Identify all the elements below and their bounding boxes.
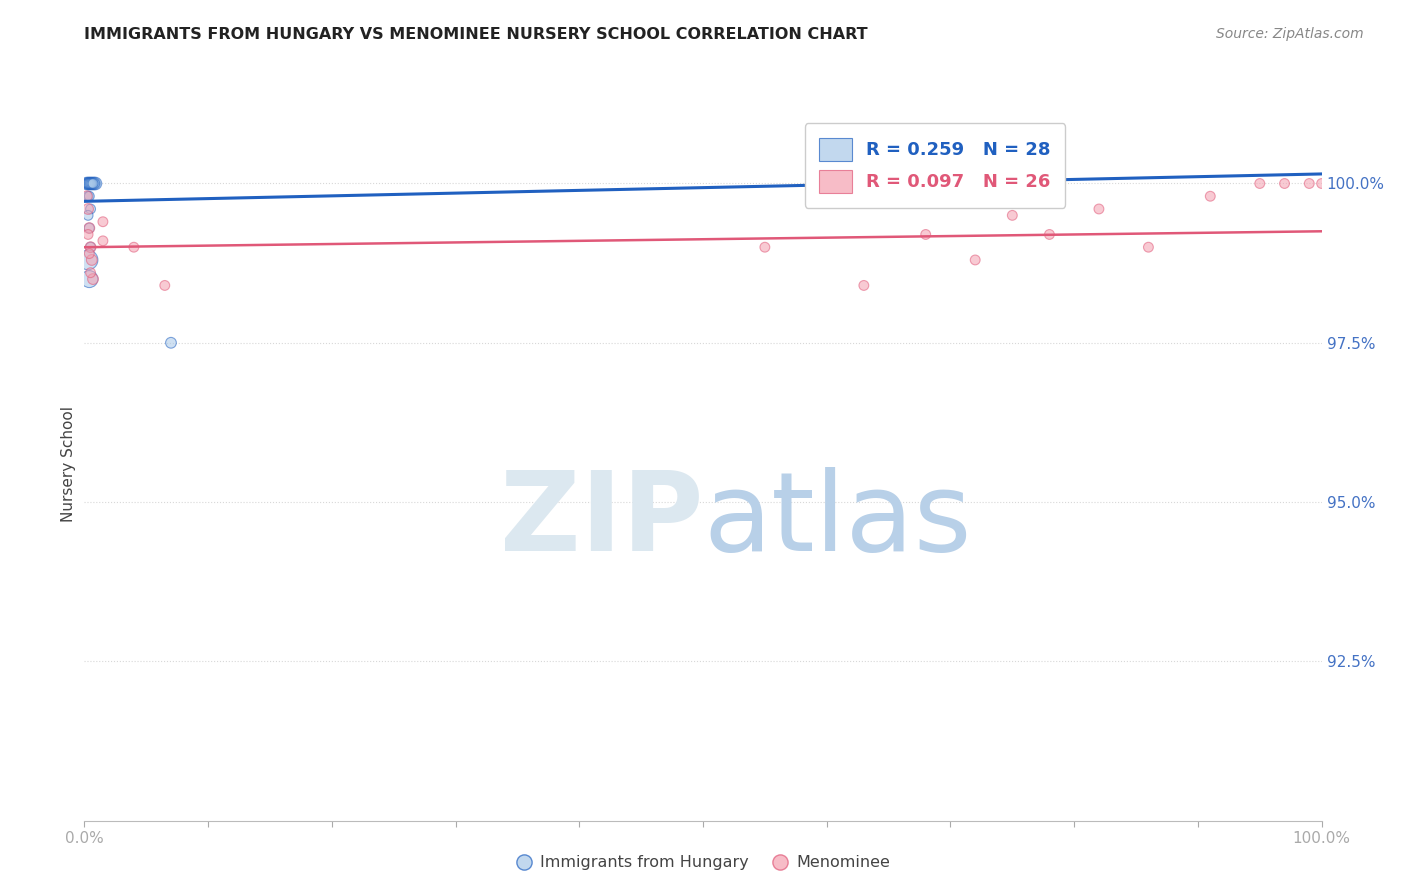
Point	[77, 227, 100, 242]
Point	[79, 246, 101, 260]
Point	[80, 177, 103, 191]
Point	[84, 177, 107, 191]
Point	[77, 189, 100, 203]
Point	[76, 189, 98, 203]
Point	[79, 177, 101, 191]
Point	[122, 240, 145, 254]
Point	[914, 227, 936, 242]
Point	[76, 177, 98, 191]
Point	[83, 177, 105, 191]
Point	[82, 272, 104, 286]
Point	[153, 278, 176, 293]
Point	[77, 177, 100, 191]
Point	[79, 221, 101, 235]
Point	[754, 240, 776, 254]
Point	[79, 177, 101, 191]
Point	[77, 252, 100, 267]
Point	[79, 177, 101, 191]
Point	[965, 252, 987, 267]
Point	[852, 278, 875, 293]
Point	[91, 234, 114, 248]
Point	[79, 177, 101, 191]
Point	[79, 177, 101, 191]
Text: atlas: atlas	[703, 467, 972, 574]
Point	[79, 189, 101, 203]
Point	[1088, 202, 1111, 216]
Point	[82, 177, 104, 191]
Point	[79, 240, 101, 254]
Point	[80, 177, 103, 191]
Point	[82, 177, 104, 191]
Point	[79, 272, 101, 286]
Point	[160, 335, 183, 350]
Legend: Immigrants from Hungary, Menominee: Immigrants from Hungary, Menominee	[509, 849, 897, 877]
Point	[1310, 177, 1333, 191]
Point	[1199, 189, 1222, 203]
Point	[77, 208, 100, 222]
Point	[82, 177, 104, 191]
Text: Source: ZipAtlas.com: Source: ZipAtlas.com	[1216, 27, 1364, 41]
Point	[1001, 208, 1024, 222]
Point	[1274, 177, 1296, 191]
Point	[79, 221, 101, 235]
Point	[79, 240, 101, 254]
Text: IMMIGRANTS FROM HUNGARY VS MENOMINEE NURSERY SCHOOL CORRELATION CHART: IMMIGRANTS FROM HUNGARY VS MENOMINEE NUR…	[84, 27, 868, 42]
Point	[1038, 227, 1060, 242]
Point	[79, 266, 101, 280]
Y-axis label: Nursery School: Nursery School	[60, 406, 76, 522]
Point	[79, 177, 101, 191]
Point	[79, 202, 101, 216]
Text: ZIP: ZIP	[499, 467, 703, 574]
Point	[1137, 240, 1160, 254]
Point	[80, 252, 103, 267]
Point	[77, 177, 100, 191]
Point	[1298, 177, 1320, 191]
Point	[83, 177, 105, 191]
Point	[1249, 177, 1271, 191]
Point	[80, 177, 103, 191]
Point	[77, 177, 100, 191]
Point	[77, 202, 100, 216]
Point	[91, 215, 114, 229]
